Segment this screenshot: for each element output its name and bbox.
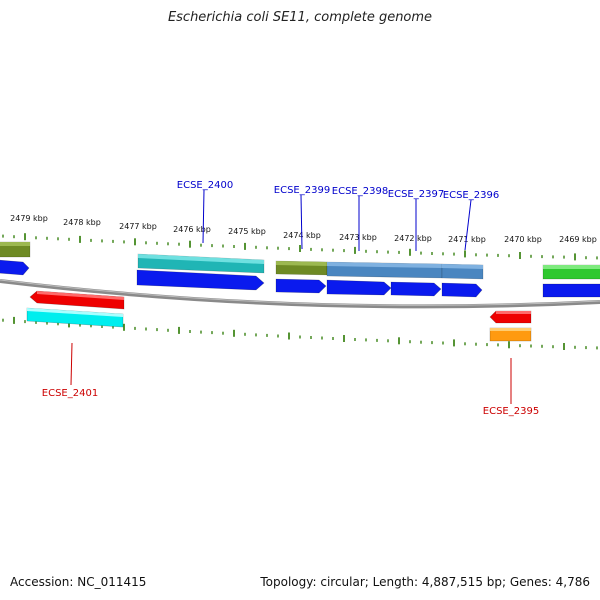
gene-label-ecse-2398[interactable]: ECSE_2398	[332, 186, 388, 197]
cds-arrow-ecse-2399	[275, 278, 327, 294]
gene-label-ecse-2397[interactable]: ECSE_2397	[388, 189, 444, 200]
ruler-label-2469: 2469 kbp	[559, 235, 597, 244]
gene-label-ecse-2401[interactable]: ECSE_2401	[42, 388, 98, 399]
cds-arrow-right	[542, 283, 600, 298]
ruler-label-2476: 2476 kbp	[173, 225, 211, 234]
ruler-label-2478: 2478 kbp	[63, 218, 101, 227]
gene-label-ecse-2396[interactable]: ECSE_2396	[443, 190, 499, 201]
cds-arrow-ecse-2400	[136, 269, 265, 291]
page-title: Escherichia coli SE11, complete genome	[167, 10, 433, 25]
gene-label-ecse-2399[interactable]: ECSE_2399	[274, 185, 330, 196]
gene-label-ecse-2400[interactable]: ECSE_2400	[177, 180, 233, 191]
accession-label: Accession: NC_011415	[10, 575, 147, 589]
cds-arrow-ecse-2396	[441, 282, 483, 298]
tick-ring-outer	[2, 233, 598, 261]
ruler-label-2473: 2473 kbp	[339, 233, 377, 242]
cds-arrow-ecse-2398	[326, 279, 392, 296]
ruler-label-2471: 2471 kbp	[448, 235, 486, 244]
ruler-label-2477: 2477 kbp	[119, 222, 157, 231]
ruler-label-2475: 2475 kbp	[228, 227, 266, 236]
ruler-label-2472: 2472 kbp	[394, 234, 432, 243]
cds-arrow-left	[0, 259, 30, 276]
genome-summary: Topology: circular; Length: 4,887,515 bp…	[260, 575, 590, 589]
tick-ring-inner	[2, 316, 598, 350]
gene-label-ecse-2395[interactable]: ECSE_2395	[483, 406, 539, 417]
cds-arrow-ecse-2397	[390, 281, 442, 297]
ruler-label-2470: 2470 kbp	[504, 235, 542, 244]
ruler-label-2479: 2479 kbp	[10, 214, 48, 223]
genome-backbone	[0, 279, 600, 309]
